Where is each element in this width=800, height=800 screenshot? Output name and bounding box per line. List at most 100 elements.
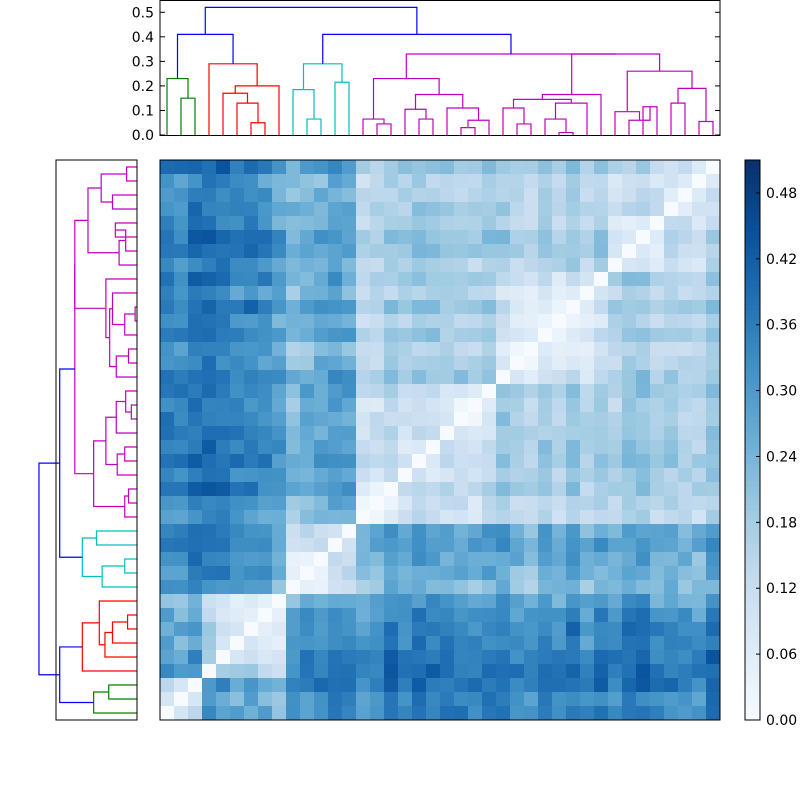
- heatmap-cell: [384, 440, 399, 455]
- heatmap-cell: [496, 524, 511, 539]
- colorbar-segment: [745, 440, 760, 446]
- heatmap-cell: [300, 664, 315, 679]
- heatmap-cell: [538, 188, 553, 203]
- heatmap-cell: [538, 286, 553, 301]
- heatmap-cell: [258, 608, 273, 623]
- heatmap-matrix: [160, 160, 721, 721]
- heatmap-cell: [538, 412, 553, 427]
- heatmap-cell: [328, 580, 343, 595]
- heatmap-cell: [636, 216, 651, 231]
- heatmap-cell: [538, 524, 553, 539]
- heatmap-cell: [202, 272, 217, 287]
- heatmap-cell: [174, 468, 189, 483]
- heatmap-cell: [384, 356, 399, 371]
- heatmap-cell: [524, 272, 539, 287]
- heatmap-cell: [202, 482, 217, 497]
- colorbar-segment: [745, 556, 760, 562]
- heatmap-cell: [482, 426, 497, 441]
- heatmap-cell: [342, 174, 357, 189]
- heatmap-cell: [258, 174, 273, 189]
- heatmap-cell: [314, 580, 329, 595]
- heatmap-cell: [258, 636, 273, 651]
- heatmap-cell: [272, 524, 287, 539]
- heatmap-cell: [188, 426, 203, 441]
- heatmap-cell: [174, 510, 189, 525]
- dendrogram-link: [222, 92, 249, 135]
- heatmap-cell: [370, 230, 385, 245]
- heatmap-cell: [692, 608, 707, 623]
- heatmap-cell: [188, 594, 203, 609]
- heatmap-cell: [188, 188, 203, 203]
- heatmap-cell: [328, 384, 343, 399]
- heatmap-cell: [216, 496, 231, 511]
- heatmap-cell: [412, 496, 427, 511]
- axis-tick-label: 0.5: [132, 5, 154, 21]
- heatmap-cell: [608, 300, 623, 315]
- heatmap-cell: [580, 650, 595, 665]
- heatmap-cell: [356, 370, 371, 385]
- heatmap-cell: [650, 412, 665, 427]
- heatmap-cell: [636, 524, 651, 539]
- heatmap-cell: [328, 174, 343, 189]
- heatmap-cell: [608, 580, 623, 595]
- heatmap-cell: [692, 440, 707, 455]
- heatmap-cell: [384, 216, 399, 231]
- heatmap-cell: [384, 230, 399, 245]
- heatmap-cell: [566, 566, 581, 581]
- dendrogram-link: [376, 123, 392, 135]
- colorbar-segment: [745, 276, 760, 282]
- heatmap-cell: [552, 566, 567, 581]
- heatmap-cell: [706, 188, 721, 203]
- heatmap-cell: [314, 188, 329, 203]
- colorbar-segment: [745, 514, 760, 520]
- heatmap-cell: [412, 692, 427, 707]
- colorbar-segment: [745, 267, 760, 273]
- colorbar-axis: 0.000.060.120.180.240.300.360.420.48: [756, 186, 797, 729]
- heatmap-cell: [664, 244, 679, 259]
- heatmap-cell: [244, 440, 259, 455]
- heatmap-cell: [342, 314, 357, 329]
- heatmap-cell: [230, 384, 245, 399]
- dendrogram-link: [306, 118, 322, 135]
- heatmap-cell: [412, 188, 427, 203]
- heatmap-cell: [342, 244, 357, 259]
- dendrogram-link: [302, 63, 343, 90]
- heatmap-cell: [510, 244, 525, 259]
- heatmap-cell: [258, 426, 273, 441]
- heatmap-cell: [468, 580, 483, 595]
- heatmap-cell: [384, 580, 399, 595]
- heatmap-cell: [566, 538, 581, 553]
- heatmap-cell: [300, 524, 315, 539]
- heatmap-cell: [454, 608, 469, 623]
- heatmap-cell: [300, 706, 315, 721]
- heatmap-cell: [468, 496, 483, 511]
- heatmap-cell: [258, 272, 273, 287]
- heatmap-cell: [650, 496, 665, 511]
- heatmap-cell: [440, 384, 455, 399]
- heatmap-cell: [496, 594, 511, 609]
- heatmap-cell: [426, 636, 441, 651]
- heatmap-cell: [608, 566, 623, 581]
- colorbar-tick-label: 0.24: [766, 449, 797, 465]
- heatmap-cell: [398, 244, 413, 259]
- heatmap-cell: [468, 454, 483, 469]
- heatmap-cell: [230, 160, 245, 175]
- heatmap-cell: [650, 174, 665, 189]
- heatmap-cell: [314, 314, 329, 329]
- heatmap-cell: [608, 160, 623, 175]
- heatmap-cell: [216, 636, 231, 651]
- heatmap-cell: [482, 286, 497, 301]
- heatmap-cell: [524, 230, 539, 245]
- heatmap-cell: [538, 510, 553, 525]
- heatmap-cell: [412, 160, 427, 175]
- heatmap-cell: [286, 160, 301, 175]
- heatmap-cell: [566, 580, 581, 595]
- heatmap-cell: [706, 580, 721, 595]
- heatmap-cell: [594, 300, 609, 315]
- heatmap-cell: [216, 510, 231, 525]
- heatmap-cell: [328, 692, 343, 707]
- top-dendrogram: [166, 6, 714, 135]
- heatmap-cell: [286, 342, 301, 357]
- heatmap-cell: [678, 706, 693, 721]
- heatmap-cell: [692, 202, 707, 217]
